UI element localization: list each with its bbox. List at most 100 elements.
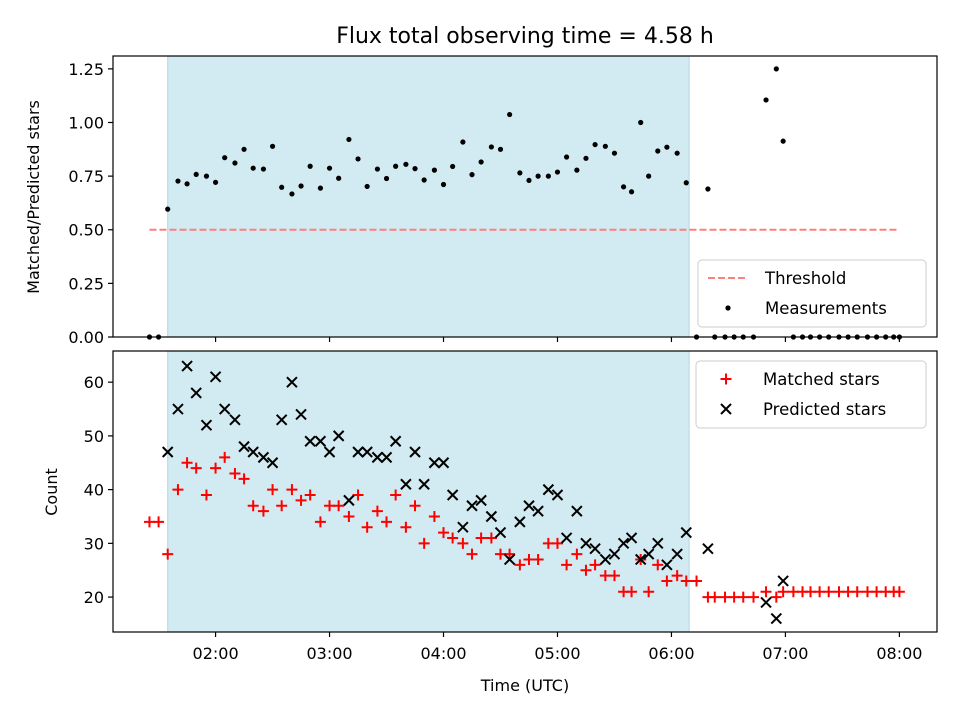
data-point	[238, 473, 250, 485]
data-point	[625, 532, 638, 544]
data-point	[507, 111, 513, 118]
data-point	[371, 505, 383, 517]
legend-label: Matched stars	[763, 370, 880, 389]
data-point	[418, 478, 430, 490]
data-point	[361, 446, 373, 458]
data-point	[494, 526, 507, 539]
data-point	[400, 521, 412, 533]
data-point	[247, 446, 259, 458]
data-point	[400, 478, 412, 490]
data-point	[485, 510, 498, 523]
data-point	[589, 559, 601, 571]
data-point	[355, 156, 361, 162]
data-point	[307, 163, 313, 169]
data-point	[526, 177, 532, 184]
data-point	[760, 596, 772, 609]
data-point	[646, 173, 652, 179]
data-point	[431, 167, 437, 173]
data-point	[304, 435, 316, 447]
data-point	[517, 170, 523, 176]
data-point	[563, 154, 570, 160]
data-point	[352, 489, 364, 501]
data-point	[247, 500, 259, 512]
data-point	[162, 548, 174, 560]
data-point	[336, 175, 342, 181]
y-tick-label: 0.25	[68, 274, 104, 293]
x-tick-label: 04:00	[420, 644, 466, 663]
data-point	[219, 451, 231, 463]
data-point	[289, 191, 295, 197]
data-point	[409, 446, 421, 458]
data-point	[551, 489, 564, 501]
data-point	[190, 462, 202, 474]
data-point	[286, 484, 298, 496]
data-point	[371, 451, 384, 464]
data-point	[777, 586, 789, 598]
data-point	[250, 165, 256, 171]
legend-label: Predicted stars	[763, 400, 886, 419]
data-point	[760, 586, 772, 598]
data-point	[200, 489, 212, 501]
data-point	[374, 166, 381, 172]
data-point	[457, 521, 469, 533]
x-axis-label: Time (UTC)	[480, 676, 569, 695]
data-point	[343, 510, 355, 522]
data-point	[229, 468, 241, 480]
data-point	[437, 457, 450, 469]
axes-frame	[112, 350, 938, 633]
data-point	[298, 183, 304, 189]
data-point	[418, 537, 430, 549]
data-point	[279, 184, 285, 190]
data-point	[181, 457, 193, 469]
data-point	[346, 136, 352, 143]
y-tick-label: 0.75	[68, 167, 104, 186]
data-point	[184, 181, 190, 187]
data-point	[661, 575, 673, 587]
data-point	[466, 548, 478, 560]
data-point	[203, 173, 210, 179]
data-point	[893, 586, 905, 598]
top-y-axis-label: Matched/Predicted stars	[24, 100, 43, 294]
data-point	[671, 570, 683, 582]
data-point	[851, 586, 863, 598]
data-point	[286, 376, 298, 388]
data-point	[383, 175, 390, 182]
data-point	[599, 553, 612, 566]
data-point	[638, 119, 644, 126]
data-point	[212, 179, 219, 185]
data-point	[737, 591, 749, 603]
observing-span	[167, 55, 690, 338]
data-point	[628, 189, 635, 195]
data-point	[295, 494, 307, 506]
data-point	[393, 163, 399, 169]
data-point	[626, 586, 638, 598]
data-point	[770, 591, 782, 603]
data-point	[267, 484, 279, 496]
data-point	[314, 516, 326, 528]
data-point	[497, 146, 504, 152]
data-point	[683, 180, 689, 186]
axes-frame	[112, 55, 938, 338]
data-point	[269, 143, 276, 149]
data-point	[333, 500, 345, 512]
data-point	[532, 505, 544, 517]
x-tick-label: 06:00	[648, 644, 694, 663]
data-point	[403, 161, 409, 167]
data-point	[314, 435, 327, 447]
data-point	[209, 371, 222, 383]
data-point	[241, 146, 247, 152]
bottom-y-axis-label: Count	[42, 468, 61, 516]
data-point	[428, 457, 441, 469]
data-point	[680, 526, 692, 539]
legend-box	[697, 259, 927, 328]
data-point	[655, 148, 661, 154]
data-point	[643, 586, 655, 598]
data-point	[770, 612, 783, 625]
data-point	[450, 163, 456, 170]
data-point	[478, 159, 484, 165]
data-point	[691, 575, 703, 587]
data-point	[257, 505, 269, 517]
data-point	[504, 548, 516, 560]
data-point	[466, 500, 478, 512]
data-point	[532, 553, 544, 565]
